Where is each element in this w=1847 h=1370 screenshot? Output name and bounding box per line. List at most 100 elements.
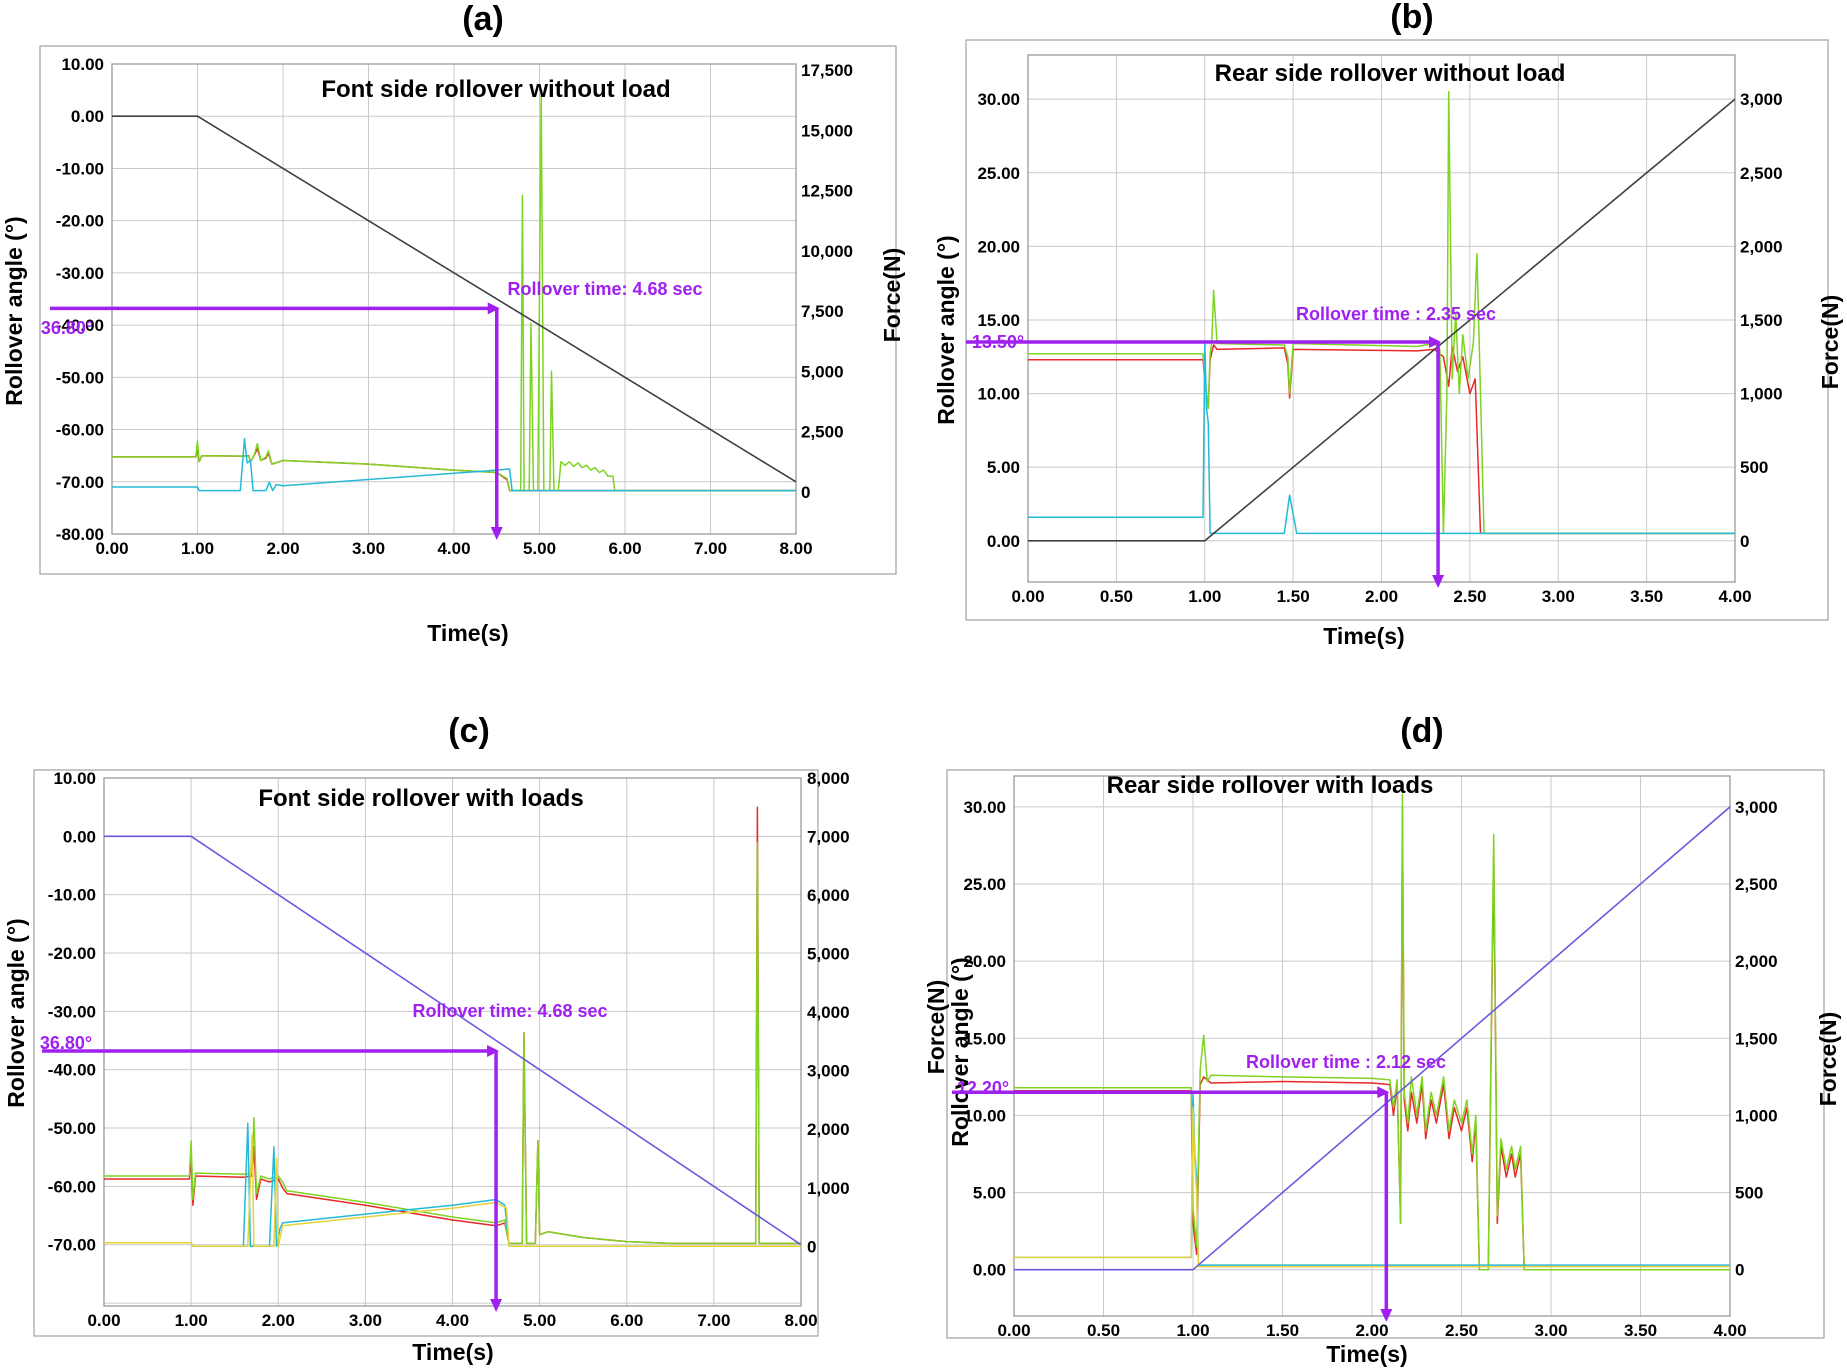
y2-tick-label: 8,000 [807,769,850,788]
series-line-force-2 [112,90,796,492]
y2-tick-label: 1,000 [807,1179,850,1198]
x-tick-label: 1.00 [175,1311,208,1330]
y-axis-label: Rollover angle (°) [933,235,959,424]
y-tick-label: 30.00 [977,90,1020,109]
y-tick-label: 25.00 [963,875,1006,894]
y2-tick-label: 2,500 [801,423,844,442]
arrow-head [1432,575,1445,588]
y-tick-label: 0.00 [973,1261,1006,1280]
arrow-head [487,302,500,315]
y-tick-label: 10.00 [963,1106,1006,1125]
rollover-time-label: Rollover time: 4.68 sec [507,279,702,299]
y2-tick-label: 500 [1735,1184,1763,1203]
x-tick-label: 6.00 [608,539,641,558]
x-tick-label: 4.00 [1718,587,1751,606]
y2-tick-label: 5,000 [807,945,850,964]
y2-tick-label: 3,000 [1735,798,1778,817]
y-tick-label: 10.00 [61,55,104,74]
y2-tick-label: 6,000 [807,886,850,905]
x-tick-label: 3.50 [1630,587,1663,606]
x-tick-label: 7.00 [697,1311,730,1330]
x-tick-label: 8.00 [784,1311,817,1330]
panel-title: Rear side rollover with loads [1107,772,1434,799]
y2-tick-label: 3,000 [1740,90,1783,109]
rollover-time-label: Rollover time : 2.35 sec [1296,304,1496,324]
series-group [112,90,796,492]
x-tick-label: 0.00 [1011,587,1044,606]
y-tick-label: -70.00 [56,473,104,492]
y2-tick-label: 0 [801,483,810,502]
y-tick-label: 0.00 [987,532,1020,551]
rollover-angle-label: 13.50° [972,332,1024,352]
y2-tick-label: 3,000 [807,1062,850,1081]
y-tick-label: -80.00 [56,525,104,544]
y-tick-label: -60.00 [56,421,104,440]
y-tick-label: -10.00 [56,159,104,178]
y2-tick-label: 15,000 [801,121,853,140]
series-line-force-3 [112,438,796,492]
y-tick-label: 0.00 [63,827,96,846]
x-tick-label: 2.50 [1445,1321,1478,1340]
y-tick-label: 5.00 [987,458,1020,477]
panel-letter: (c) [448,712,490,750]
panel-title: Rear side rollover without load [1215,60,1566,87]
y2-axis-label: Force(N) [1817,295,1843,390]
y-axis-label: Rollover angle (°) [1,216,27,405]
y-tick-label: 20.00 [963,952,1006,971]
arrow-head [487,1045,500,1058]
x-tick-label: 1.00 [1188,587,1221,606]
x-tick-label: 3.00 [352,539,385,558]
x-axis-label: Time(s) [427,620,508,646]
y-axis-label-part: Rollover angle (°) [947,957,973,1146]
y-tick-label: -30.00 [56,264,104,283]
series-line-rollover-angle [1028,98,1735,542]
x-tick-label: 2.00 [266,539,299,558]
series-group [1014,793,1730,1271]
y2-tick-label: 4,000 [807,1003,850,1022]
y-tick-label: 0.00 [71,107,104,126]
series-line-rollover-angle [104,835,801,1246]
y-tick-label: 20.00 [977,237,1020,256]
chart-panel-0: 0.00 1.00 2.00 3.00 4.00 5.00 6.00 7.00 8.00 10.0… [1,0,905,646]
x-axis-label: Time(s) [412,1339,493,1365]
series-line-rollover-angle [1014,806,1730,1271]
x-tick-label: 7.00 [694,539,727,558]
y-tick-label: 25.00 [977,164,1020,183]
chart-panel-3: 0.00 0.50 1.00 1.50 2.00 2.50 3.00 3.50 4.00 30.0… [923,712,1841,1367]
y2-tick-label: 2,000 [1740,237,1783,256]
x-tick-label: 2.00 [1355,1321,1388,1340]
y-tick-label: 10.00 [53,769,96,788]
series-line-rollover-angle [112,115,796,483]
y2-tick-label: 1,500 [1735,1029,1778,1048]
x-tick-label: 4.00 [1713,1321,1746,1340]
rollover-time-label: Rollover time: 4.68 sec [412,1001,607,1021]
y2-tick-label: 12,500 [801,182,853,201]
x-tick-label: 3.00 [349,1311,382,1330]
rollover-time-label: Rollover time : 2.12 sec [1246,1052,1446,1072]
x-tick-label: 5.00 [523,539,556,558]
y2-tick-label: 5,000 [801,362,844,381]
y2-tick-label: 7,000 [807,828,850,847]
y2-tick-label: 2,500 [1740,164,1783,183]
x-tick-label: 2.00 [262,1311,295,1330]
x-tick-label: 2.00 [1365,587,1398,606]
x-tick-label: 5.00 [523,1311,556,1330]
series-line-force-4 [1014,1106,1730,1268]
arrow-head [490,527,503,540]
plot-area [1027,54,1736,583]
y-axis-label: Force(N)Rollover angle (°) [923,957,973,1146]
y-tick-label: 10.00 [977,385,1020,404]
y-tick-label: -50.00 [56,368,104,387]
x-tick-label: 3.00 [1534,1321,1567,1340]
y-tick-label: -30.00 [48,1002,96,1021]
y2-tick-label: 0 [1740,532,1749,551]
x-tick-label: 6.00 [610,1311,643,1330]
x-tick-label: 4.00 [437,539,470,558]
y-tick-label: -40.00 [56,316,104,335]
x-tick-label: 0.00 [95,539,128,558]
x-tick-label: 1.50 [1277,587,1310,606]
y-tick-label: 5.00 [973,1184,1006,1203]
x-axis-label: Time(s) [1326,1341,1407,1367]
plot-area [1013,775,1731,1317]
